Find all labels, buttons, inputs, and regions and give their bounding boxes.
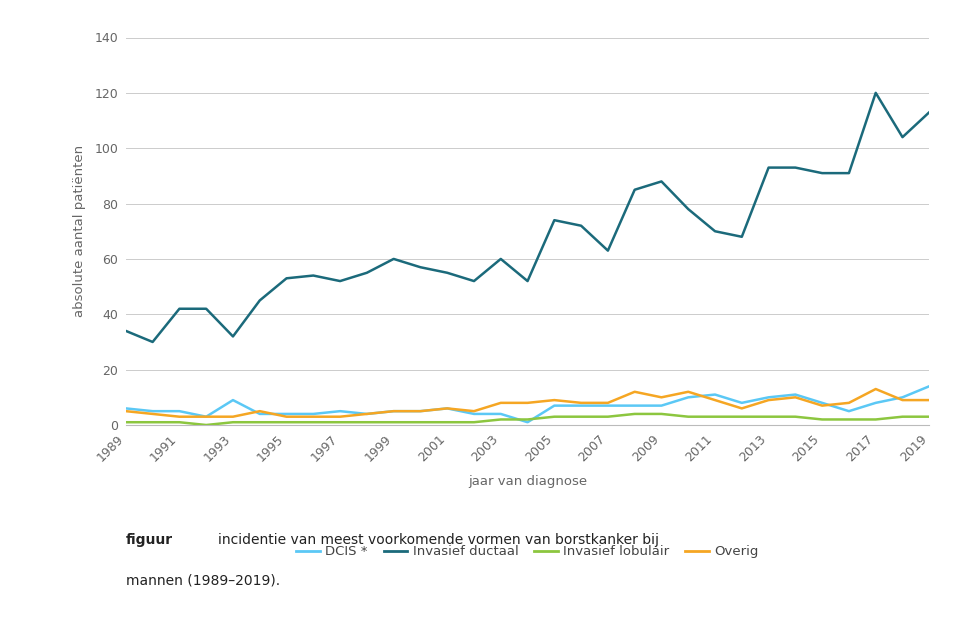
Text: mannen (1989–2019).: mannen (1989–2019).: [126, 573, 280, 588]
Text: incidentie van meest voorkomende vormen van borstkanker bij: incidentie van meest voorkomende vormen …: [218, 532, 659, 547]
X-axis label: jaar van diagnose: jaar van diagnose: [468, 476, 588, 489]
Text: figuur: figuur: [126, 532, 173, 547]
Y-axis label: absolute aantal patiënten: absolute aantal patiënten: [73, 145, 86, 318]
Legend: DCIS *, Invasief ductaal, Invasief lobulair, Overig: DCIS *, Invasief ductaal, Invasief lobul…: [291, 540, 764, 564]
